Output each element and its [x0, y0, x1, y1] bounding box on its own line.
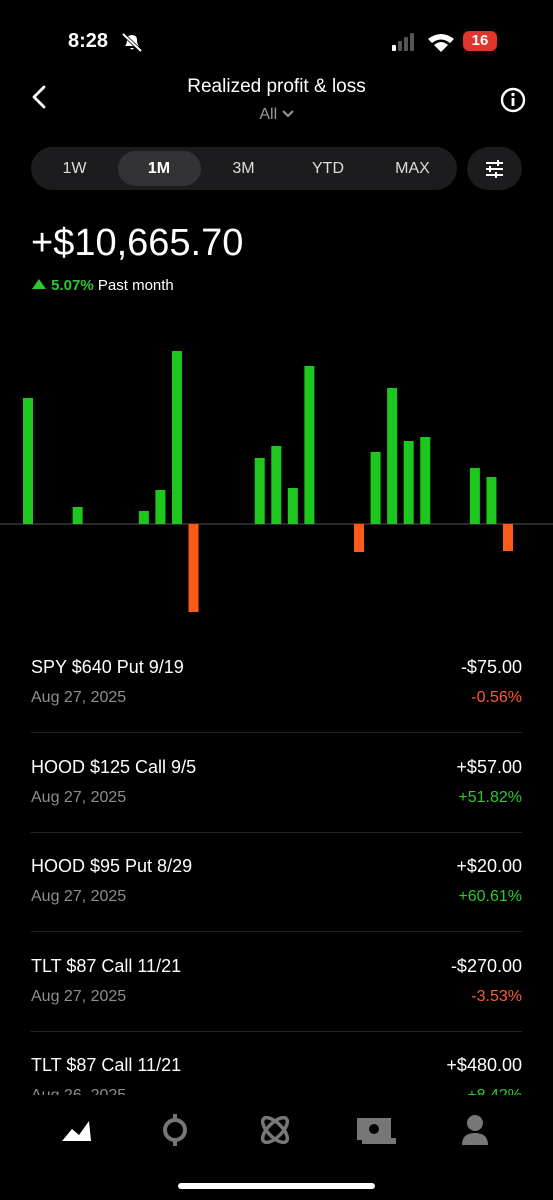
range-tab[interactable]: YTD [312, 160, 344, 177]
bar [23, 398, 33, 524]
range-tab[interactable]: 1W [62, 160, 87, 177]
range-tab[interactable]: MAX [395, 160, 430, 177]
trade-date: Aug 27, 2025 [31, 689, 127, 706]
trade-percent: +51.82% [458, 788, 522, 806]
sliders-icon [486, 160, 503, 178]
bar [304, 366, 315, 524]
trade-amount: +$480.00 [446, 1055, 522, 1075]
bar [287, 488, 298, 524]
signal-wifi [392, 33, 454, 52]
trade-name: TLT $87 Call 11/21 [31, 1055, 182, 1075]
bar [370, 452, 381, 524]
trade-amount: +$57.00 [456, 756, 522, 777]
trade-percent: +8.42% [467, 1087, 522, 1095]
bar [403, 441, 414, 524]
trade-row[interactable]: TLT $87 Call 11/21 Aug 26, 2025 +$480.00 +8… [31, 1031, 522, 1095]
bar [420, 437, 431, 524]
chart [0, 351, 553, 612]
trade-amount: -$270.00 [450, 955, 522, 976]
bar [387, 388, 398, 524]
bar [138, 511, 149, 524]
trade-amount: +$20.00 [456, 856, 522, 876]
trade-amount: -$75.00 [460, 657, 522, 677]
settings-button[interactable] [467, 147, 522, 190]
trade-date: Aug 26, 2025 [31, 1087, 126, 1095]
range-tab[interactable]: 3M [232, 160, 255, 177]
bottom-nav [62, 1114, 488, 1147]
trade-date: Aug 27, 2025 [31, 888, 127, 905]
change-period: Past month [97, 277, 174, 294]
silent-icon [121, 32, 143, 53]
trade-date: Aug 27, 2025 [31, 987, 127, 1005]
bar [188, 524, 199, 612]
bar [354, 524, 365, 552]
nav-investing[interactable] [62, 1121, 91, 1141]
bar [171, 351, 182, 524]
change-row: 5.07% Past month [31, 277, 174, 294]
back-button[interactable] [28, 84, 50, 110]
battery: 16 [463, 31, 497, 51]
trade-percent: -3.53% [471, 987, 522, 1005]
home-indicator [178, 1183, 375, 1189]
total-amount: +$10,665.70 [31, 222, 244, 264]
trade-row[interactable]: HOOD $95 Put 8/29 Aug 27, 2025 +$20.00 +60.… [31, 832, 522, 932]
nav-account[interactable] [462, 1115, 488, 1145]
bar [72, 507, 83, 524]
nav-explore[interactable] [259, 1114, 292, 1147]
range-tab[interactable]: 1M [117, 151, 201, 186]
page-title: Realized profit & loss [187, 76, 366, 97]
bar [271, 446, 282, 524]
trade-row[interactable]: TLT $87 Call 11/21 Aug 27, 2025 -$270.00 -3… [31, 932, 522, 1032]
bar [469, 468, 480, 524]
up-arrow [32, 279, 46, 289]
bar [155, 490, 166, 524]
filter-dropdown[interactable]: All [0, 106, 553, 124]
trade-percent: +60.61% [458, 888, 522, 905]
nav-crypto[interactable] [163, 1114, 187, 1146]
trade-name: HOOD $125 Call 9/5 [31, 756, 197, 777]
trade-row[interactable]: HOOD $125 Call 9/5 Aug 27, 2025 +$57.00 +51… [31, 733, 522, 833]
trade-name: HOOD $95 Put 8/29 [31, 856, 193, 876]
bar [503, 524, 513, 551]
bar [486, 477, 497, 524]
status-time: 8:28 [68, 30, 109, 52]
range-tabs: 1W 1M 3M YTD MAX [31, 147, 457, 190]
trade-percent: -0.56% [471, 689, 522, 706]
chevron [281, 110, 294, 118]
trade-date: Aug 27, 2025 [31, 788, 127, 806]
filter-label: All [259, 106, 278, 123]
trade-name: SPY $640 Put 9/19 [31, 657, 184, 677]
change-percent: 5.07% [51, 277, 94, 294]
nav-cash[interactable] [357, 1118, 396, 1144]
info-button[interactable] [499, 86, 527, 114]
trade-row[interactable]: SPY $640 Put 9/19 Aug 27, 2025 -$75.00 -0.5… [31, 633, 522, 733]
bar [254, 458, 265, 524]
trade-list: SPY $640 Put 9/19 Aug 27, 2025 -$75.00 -0.5… [0, 633, 553, 1095]
trade-name: TLT $87 Call 11/21 [31, 955, 182, 976]
